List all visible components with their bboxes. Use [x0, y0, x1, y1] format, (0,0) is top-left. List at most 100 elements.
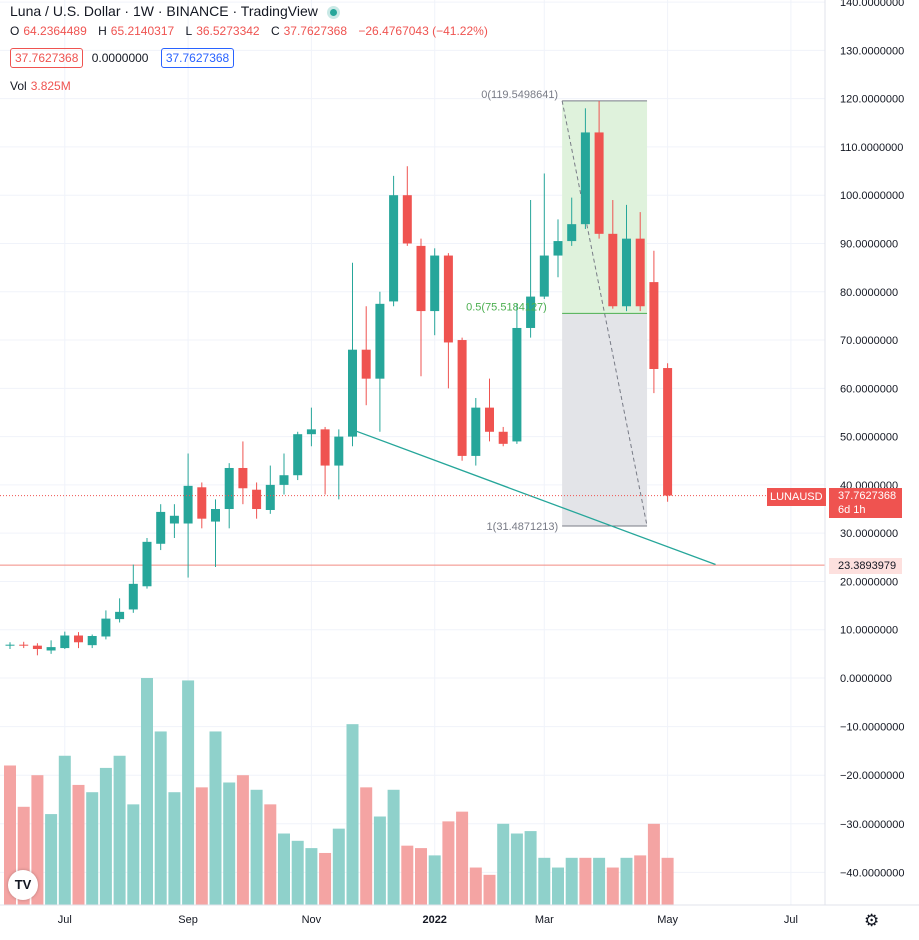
candle-body: [60, 635, 70, 649]
candle-body: [142, 541, 152, 587]
volume-bar: [497, 823, 510, 905]
candle-body: [375, 303, 385, 379]
candle-body: [169, 515, 179, 524]
price-tick-label: 120.0000000: [840, 94, 904, 106]
volume-bar: [319, 852, 332, 905]
volume-tick-label: −40.0000000: [840, 867, 905, 879]
candle: [567, 197, 577, 246]
candle: [402, 166, 412, 246]
fib-trend-line: [561, 100, 648, 527]
price-tick-label: 50.0000000: [840, 432, 898, 444]
volume-bar: [278, 833, 290, 905]
candle-body: [115, 611, 125, 620]
fib-zone-upper: [562, 100, 648, 314]
candle-body: [361, 349, 371, 379]
bid-ask-row: 37.7627368 0.0000000 37.7627368: [10, 48, 238, 68]
gear-icon[interactable]: ⚙: [864, 911, 879, 931]
candle-body: [485, 407, 494, 432]
candle: [60, 631, 70, 650]
candle: [526, 200, 536, 338]
candle-body: [32, 645, 42, 650]
candle: [115, 598, 125, 623]
change-value: −26.4767043 (−41.22%): [358, 24, 488, 38]
volume-tick-label: −10.0000000: [840, 722, 905, 734]
candle-body: [87, 635, 97, 646]
candle-body: [156, 511, 166, 544]
candle: [594, 101, 604, 239]
candle-body: [512, 327, 522, 442]
time-grid: [64, 0, 792, 905]
candle: [334, 429, 344, 500]
symbol-title[interactable]: Luna / U.S. Dollar · 1W · BINANCE · Trad…: [10, 3, 318, 19]
candle: [293, 431, 303, 481]
volume-bar: [264, 804, 277, 905]
time-axis[interactable]: Jul Sep Nov 2022 Mar May Jul: [0, 904, 919, 926]
price-tick-label: 100.0000000: [840, 190, 904, 202]
volume-bar: [168, 792, 181, 905]
candle: [375, 291, 385, 432]
volume-bar: [373, 816, 386, 905]
candle-body: [594, 132, 604, 234]
trend-line[interactable]: [355, 430, 716, 566]
volume-label[interactable]: Vol: [10, 79, 27, 93]
price-tick-label: 140.0000000: [840, 0, 904, 9]
volume-bar: [332, 828, 345, 905]
market-open-indicator: [329, 8, 337, 16]
volume-bar: [634, 855, 647, 905]
candle-body: [430, 255, 440, 312]
candle-body: [5, 644, 15, 646]
last-price-value: 37.7627368: [838, 490, 897, 502]
candle: [361, 306, 371, 406]
candle: [649, 250, 659, 394]
buy-price-box[interactable]: 37.7627368: [160, 48, 235, 68]
time-tick-label: Sep: [178, 914, 198, 926]
trend-line-stroke: [355, 430, 716, 566]
volume-bar: [209, 731, 222, 905]
fib-label-05: 0.5(75.5184127): [466, 301, 547, 313]
candle: [128, 564, 138, 613]
horizontal-line-price-tag: 23.3893979: [829, 558, 903, 574]
candle-body: [306, 429, 316, 435]
candle: [553, 219, 563, 278]
chart-grid: [0, 1, 825, 873]
volume-bar: [58, 755, 71, 905]
volume-bar: [141, 678, 153, 905]
sell-price-box[interactable]: 37.7627368: [10, 48, 84, 68]
candle: [32, 643, 42, 656]
bar-countdown: 6d 1h: [838, 504, 866, 516]
price-axis[interactable]: 10.000000020.000000030.000000040.0000000…: [824, 0, 905, 905]
volume-tick-label: −20.0000000: [840, 770, 905, 782]
volume-bar: [72, 784, 85, 905]
volume-bar: [606, 867, 619, 905]
candle-body: [416, 245, 426, 312]
price-tick-label: 110.0000000: [840, 142, 903, 154]
candle-body: [402, 195, 412, 244]
volume-bar: [620, 857, 633, 905]
volume-bar: [387, 789, 400, 905]
tradingview-logo-icon[interactable]: TV: [8, 870, 38, 900]
price-tick-label: 130.0000000: [840, 45, 904, 57]
time-tick-label: Mar: [535, 914, 554, 926]
candle: [156, 504, 166, 551]
candle: [87, 634, 97, 649]
fib-retracement[interactable]: [561, 100, 648, 527]
candle: [320, 426, 330, 495]
candle-body: [46, 647, 56, 651]
volume-bar: [593, 857, 606, 905]
chart-legend: Luna / U.S. Dollar · 1W · BINANCE · Trad…: [10, 3, 337, 19]
candle-body: [183, 485, 193, 524]
candle: [443, 253, 453, 389]
candle-body: [279, 475, 289, 485]
candle: [252, 482, 262, 519]
volume-bar: [579, 857, 592, 905]
time-tick-label: Jul: [58, 914, 72, 926]
volume-bar: [99, 767, 112, 905]
candle-body: [457, 340, 467, 456]
volume-bar: [291, 840, 304, 905]
volume-bar: [524, 831, 537, 905]
candle: [498, 426, 508, 447]
candle-body: [197, 487, 207, 519]
close-value: 37.7627368: [283, 24, 348, 38]
time-tick-label: May: [657, 914, 678, 926]
